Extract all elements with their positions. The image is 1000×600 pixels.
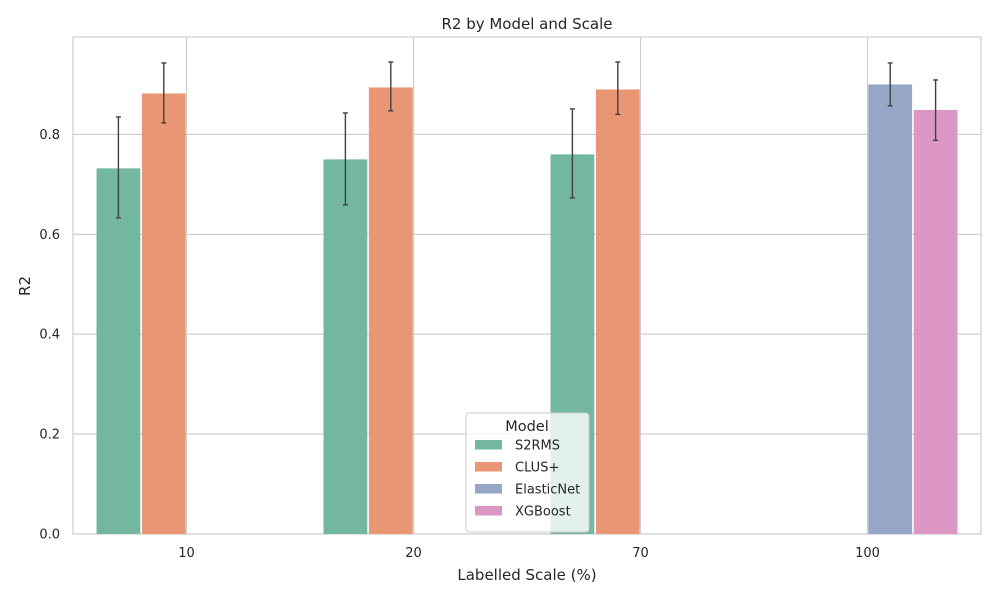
error-bar	[615, 61, 621, 116]
legend-label: CLUS+	[515, 461, 559, 476]
bar-clus-20	[368, 87, 413, 534]
legend-label: XGBoost	[515, 505, 571, 520]
y-tick-label: 0.4	[39, 328, 60, 343]
bars	[96, 84, 958, 535]
legend-swatch	[475, 462, 502, 472]
y-axis-label: R2	[16, 276, 34, 296]
bar-elasticnet-100	[868, 84, 913, 534]
legend-label: ElasticNet	[515, 483, 580, 498]
x-tick-label: 100	[855, 546, 880, 561]
legend: Model S2RMS CLUS+ ElasticNet XGBoost	[465, 412, 590, 533]
bar-s2rms-20	[323, 159, 368, 534]
y-tick-labels: 0.0 0.2 0.4 0.6 0.8	[39, 128, 60, 543]
legend-swatch	[475, 440, 502, 450]
bar-s2rms-10	[96, 168, 141, 534]
error-bar	[933, 79, 939, 142]
x-tick-labels: 10 20 70 100	[178, 546, 880, 561]
bar-xgboost-100	[913, 109, 958, 534]
error-bar	[569, 108, 575, 199]
x-tick-label: 70	[632, 546, 649, 561]
error-bar	[161, 62, 167, 124]
x-tick-label: 20	[405, 546, 422, 561]
y-tick-label: 0.8	[39, 128, 60, 143]
error-bar	[115, 116, 121, 219]
y-tick-label: 0.2	[39, 428, 60, 443]
error-bar	[342, 112, 348, 206]
chart-title: R2 by Model and Scale	[441, 15, 612, 33]
y-tick-label: 0.6	[39, 228, 60, 243]
x-tick-label: 10	[178, 546, 195, 561]
legend-swatch	[475, 506, 502, 516]
legend-swatch	[475, 484, 502, 494]
x-axis-label: Labelled Scale (%)	[457, 566, 596, 584]
bar-clus-10	[141, 93, 186, 535]
error-bars	[115, 61, 939, 219]
error-bar	[887, 62, 893, 107]
grid-lines	[73, 37, 981, 535]
bar-clus-70	[595, 89, 640, 534]
error-bar	[388, 61, 394, 112]
legend-title: Model	[505, 419, 549, 435]
y-tick-label: 0.0	[39, 528, 60, 543]
legend-label: S2RMS	[515, 439, 560, 454]
